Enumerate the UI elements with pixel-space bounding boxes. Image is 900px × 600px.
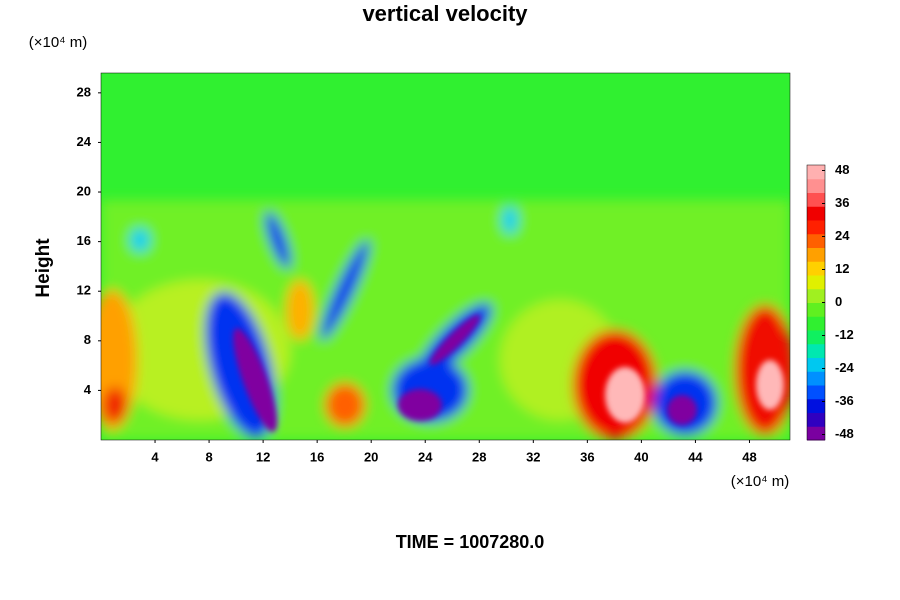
colorbar-band <box>807 178 825 193</box>
colorbar-tick-label: 36 <box>835 195 849 210</box>
x-tick-label: 20 <box>364 449 378 464</box>
x-tick-label: 16 <box>310 449 324 464</box>
y-unit: (×10⁴ m) <box>29 34 88 51</box>
x-tick-label: 8 <box>205 449 212 464</box>
colorbar-tick-label: 0 <box>835 294 842 309</box>
colorbar-band <box>807 288 825 303</box>
colorbar-band <box>807 426 825 441</box>
y-tick-label: 20 <box>77 183 91 198</box>
x-tick-label: 36 <box>580 449 594 464</box>
y-tick-label: 28 <box>77 84 91 99</box>
x-tick-label: 44 <box>688 449 703 464</box>
y-tick-label: 8 <box>84 332 91 347</box>
x-unit: (×10⁴ m) <box>731 473 790 490</box>
colorbar-tick-label: -12 <box>835 327 854 342</box>
contour-field <box>101 73 790 440</box>
colorbar-band <box>807 275 825 290</box>
colorbar-tick-label: 12 <box>835 261 849 276</box>
x-tick-label: 40 <box>634 449 648 464</box>
colorbar-band <box>807 371 825 386</box>
x-tick-label: 48 <box>742 449 756 464</box>
colorbar-band <box>807 206 825 221</box>
colorbar-band <box>807 330 825 345</box>
colorbar-band <box>807 302 825 317</box>
colorbar-band <box>807 220 825 235</box>
colorbar-tick-label: 48 <box>835 162 849 177</box>
x-tick-label: 24 <box>418 449 433 464</box>
y-tick-label: 16 <box>77 233 91 248</box>
colorbar-band <box>807 316 825 331</box>
x-tick-label: 32 <box>526 449 540 464</box>
colorbar-band <box>807 165 825 180</box>
x-tick-label: 4 <box>151 449 159 464</box>
y-tick-label: 4 <box>84 382 92 397</box>
colorbar-tick-label: -48 <box>835 426 854 441</box>
colorbar-band <box>807 233 825 248</box>
colorbar-band <box>807 412 825 427</box>
colorbar-band <box>807 247 825 262</box>
plot-frame <box>100 72 791 441</box>
colorbar-tick-label: -36 <box>835 393 854 408</box>
y-axis-label: Height <box>33 238 54 298</box>
colorbar-band <box>807 385 825 400</box>
colorbar-band <box>807 357 825 372</box>
y-tick-label: 12 <box>77 283 91 298</box>
footer: TIME = 1007280.0 <box>396 532 545 552</box>
colorbar-tick-label: -24 <box>835 360 855 375</box>
colorbar-band <box>807 261 825 276</box>
colorbar-band <box>807 192 825 207</box>
colorbar-band <box>807 398 825 413</box>
x-tick-label: 28 <box>472 449 486 464</box>
colorbar-tick-label: 24 <box>835 228 850 243</box>
colorbar-band <box>807 343 825 358</box>
y-tick-label: 24 <box>77 134 92 149</box>
x-tick-label: 12 <box>256 449 270 464</box>
chart-title: vertical velocity <box>362 1 528 26</box>
